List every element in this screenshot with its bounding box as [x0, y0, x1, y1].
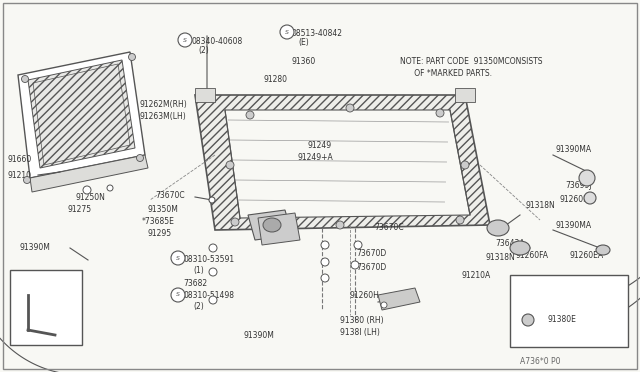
- Circle shape: [136, 154, 143, 161]
- Circle shape: [231, 218, 239, 226]
- Text: 91350M: 91350M: [148, 205, 179, 215]
- Ellipse shape: [487, 220, 509, 236]
- Circle shape: [436, 109, 444, 117]
- Text: 91380 (RH): 91380 (RH): [340, 315, 383, 324]
- Polygon shape: [30, 155, 148, 192]
- Text: 91390M: 91390M: [20, 244, 51, 253]
- Text: OF *MARKED PARTS.: OF *MARKED PARTS.: [400, 70, 492, 78]
- Circle shape: [381, 302, 387, 308]
- Circle shape: [456, 216, 464, 224]
- Circle shape: [107, 185, 113, 191]
- Text: 91318N: 91318N: [485, 253, 515, 263]
- Text: 08340-40608: 08340-40608: [192, 36, 243, 45]
- Circle shape: [209, 296, 217, 304]
- Text: S: S: [176, 292, 180, 298]
- Text: 08513-40842: 08513-40842: [292, 29, 343, 38]
- Circle shape: [246, 111, 254, 119]
- Bar: [10, 270, 82, 345]
- Text: (2): (2): [198, 46, 209, 55]
- Circle shape: [351, 261, 359, 269]
- Circle shape: [83, 186, 91, 194]
- Text: 73670C: 73670C: [374, 224, 404, 232]
- Circle shape: [321, 274, 329, 282]
- Polygon shape: [28, 60, 135, 168]
- Text: 91210A: 91210A: [462, 270, 492, 279]
- Text: S: S: [183, 38, 187, 42]
- Text: (2): (2): [193, 302, 204, 311]
- Text: 91360: 91360: [292, 58, 316, 67]
- Text: 91390MA: 91390MA: [555, 145, 591, 154]
- Text: 91210: 91210: [8, 170, 32, 180]
- Text: 73670D: 73670D: [356, 263, 387, 272]
- Circle shape: [321, 241, 329, 249]
- Polygon shape: [258, 213, 300, 245]
- Text: A736*0 P0: A736*0 P0: [520, 357, 561, 366]
- Text: STDROOF: STDROOF: [518, 282, 563, 291]
- Text: 9138I (LH): 9138I (LH): [340, 328, 380, 337]
- Polygon shape: [248, 210, 292, 240]
- Text: 91280: 91280: [263, 76, 287, 84]
- Text: 91250N: 91250N: [75, 193, 105, 202]
- Text: 91260EA: 91260EA: [570, 250, 604, 260]
- Ellipse shape: [263, 218, 281, 232]
- Text: 91260F: 91260F: [560, 196, 589, 205]
- Text: (E): (E): [298, 38, 308, 48]
- Circle shape: [209, 268, 217, 276]
- Circle shape: [178, 33, 192, 47]
- Circle shape: [209, 197, 215, 203]
- Polygon shape: [378, 288, 420, 310]
- Polygon shape: [195, 95, 490, 230]
- Circle shape: [209, 244, 217, 252]
- Polygon shape: [18, 52, 145, 178]
- Polygon shape: [455, 88, 475, 102]
- Text: 91260FA: 91260FA: [516, 250, 549, 260]
- Circle shape: [584, 192, 596, 204]
- Circle shape: [171, 288, 185, 302]
- Text: 91390MA: 91390MA: [555, 221, 591, 230]
- Text: 91263M(LH): 91263M(LH): [140, 112, 187, 121]
- Text: NOTE: PART CODE  91350MCONSISTS: NOTE: PART CODE 91350MCONSISTS: [400, 58, 543, 67]
- Text: 73670C: 73670C: [155, 190, 184, 199]
- Text: S: S: [176, 256, 180, 260]
- Circle shape: [24, 176, 31, 183]
- Ellipse shape: [596, 245, 610, 255]
- Text: 73643A: 73643A: [495, 238, 525, 247]
- Circle shape: [522, 314, 534, 326]
- Circle shape: [346, 104, 354, 112]
- Text: 91249: 91249: [308, 141, 332, 150]
- Bar: [510, 275, 628, 347]
- Circle shape: [354, 241, 362, 249]
- Circle shape: [22, 76, 29, 83]
- Text: 08310-51498: 08310-51498: [183, 292, 234, 301]
- Text: 91380E: 91380E: [548, 315, 577, 324]
- Text: S: S: [285, 29, 289, 35]
- Text: 91390M: 91390M: [243, 330, 274, 340]
- Text: 08310-53591: 08310-53591: [183, 254, 234, 263]
- Ellipse shape: [510, 241, 530, 255]
- Text: 91260H: 91260H: [350, 291, 380, 299]
- Text: 73699J: 73699J: [565, 180, 591, 189]
- Circle shape: [226, 161, 234, 169]
- Text: (1): (1): [193, 266, 204, 275]
- Text: 73670D: 73670D: [356, 248, 387, 257]
- Text: 91660: 91660: [8, 155, 32, 164]
- Circle shape: [129, 54, 136, 61]
- Circle shape: [321, 258, 329, 266]
- Circle shape: [171, 251, 185, 265]
- Text: 91295: 91295: [148, 230, 172, 238]
- Text: 91249+A: 91249+A: [298, 154, 333, 163]
- Text: *73685E: *73685E: [142, 218, 175, 227]
- Circle shape: [280, 25, 294, 39]
- Circle shape: [461, 161, 469, 169]
- Text: 91275: 91275: [68, 205, 92, 215]
- Text: 91318N: 91318N: [525, 201, 555, 209]
- Text: 91262M(RH): 91262M(RH): [140, 100, 188, 109]
- Text: 73682: 73682: [183, 279, 207, 288]
- Circle shape: [579, 170, 595, 186]
- Polygon shape: [195, 88, 215, 102]
- Polygon shape: [225, 110, 470, 218]
- Text: 91399: 91399: [14, 276, 38, 285]
- Circle shape: [336, 221, 344, 229]
